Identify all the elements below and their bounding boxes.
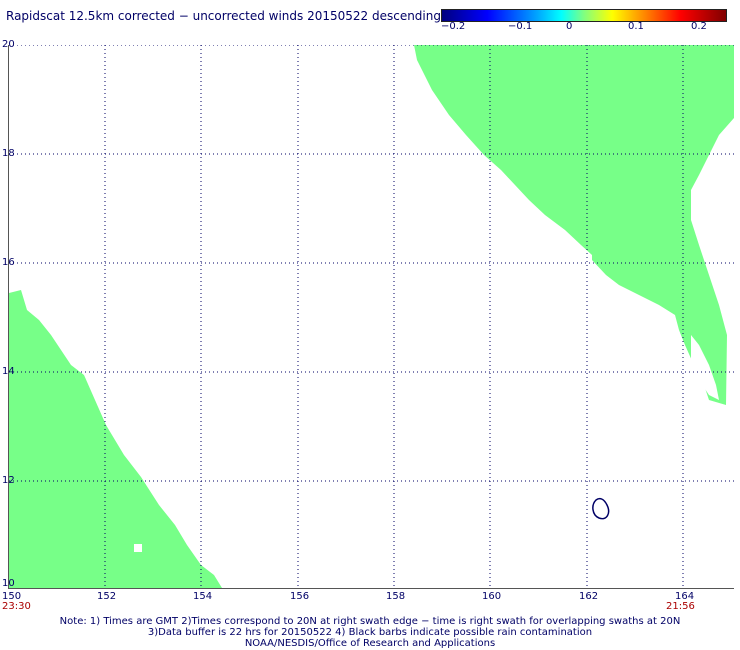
lat-label-18: 18 <box>2 148 15 159</box>
note-line-3: NOAA/NESDIS/Office of Research and Appli… <box>244 638 496 649</box>
colorbar-label-pos: 0.1 <box>628 21 644 32</box>
time-right: 21:56 <box>666 601 695 612</box>
colorbar-label-neg: −0.1 <box>508 21 533 32</box>
lat-label-12: 12 <box>2 475 15 486</box>
lon-label-156: 156 <box>290 591 310 602</box>
lat-label-10: 10 <box>2 578 15 589</box>
lon-label-162: 162 <box>579 591 599 602</box>
lat-label-20: 20 <box>2 39 15 50</box>
swath-left <box>9 290 222 588</box>
swath-right <box>414 45 734 405</box>
colorbar-label-max: 0.2 <box>691 21 707 32</box>
time-left: 23:30 <box>2 601 31 612</box>
lon-label-150: 150 <box>2 591 22 602</box>
swath-left-gap <box>134 544 142 552</box>
lat-label-16: 16 <box>2 257 15 268</box>
colorbar-label-zero: 0 <box>566 21 573 32</box>
lon-label-164: 164 <box>675 591 695 602</box>
lon-label-158: 158 <box>386 591 406 602</box>
colorbar <box>441 9 727 22</box>
wind-map-plot <box>8 45 734 589</box>
colorbar-label-min: −0.2 <box>441 21 466 32</box>
lon-label-154: 154 <box>193 591 213 602</box>
lon-label-160: 160 <box>482 591 502 602</box>
lat-label-14: 14 <box>2 366 15 377</box>
map-title: Rapidscat 12.5km corrected − uncorrected… <box>6 9 441 23</box>
note-line-2: 3)Data buffer is 22 hrs for 20150522 4) … <box>147 627 593 638</box>
lon-label-152: 152 <box>97 591 117 602</box>
rain-contour <box>592 497 610 520</box>
swath-right-gap <box>691 335 719 400</box>
note-line-1: Note: 1) Times are GMT 2)Times correspon… <box>59 616 681 627</box>
